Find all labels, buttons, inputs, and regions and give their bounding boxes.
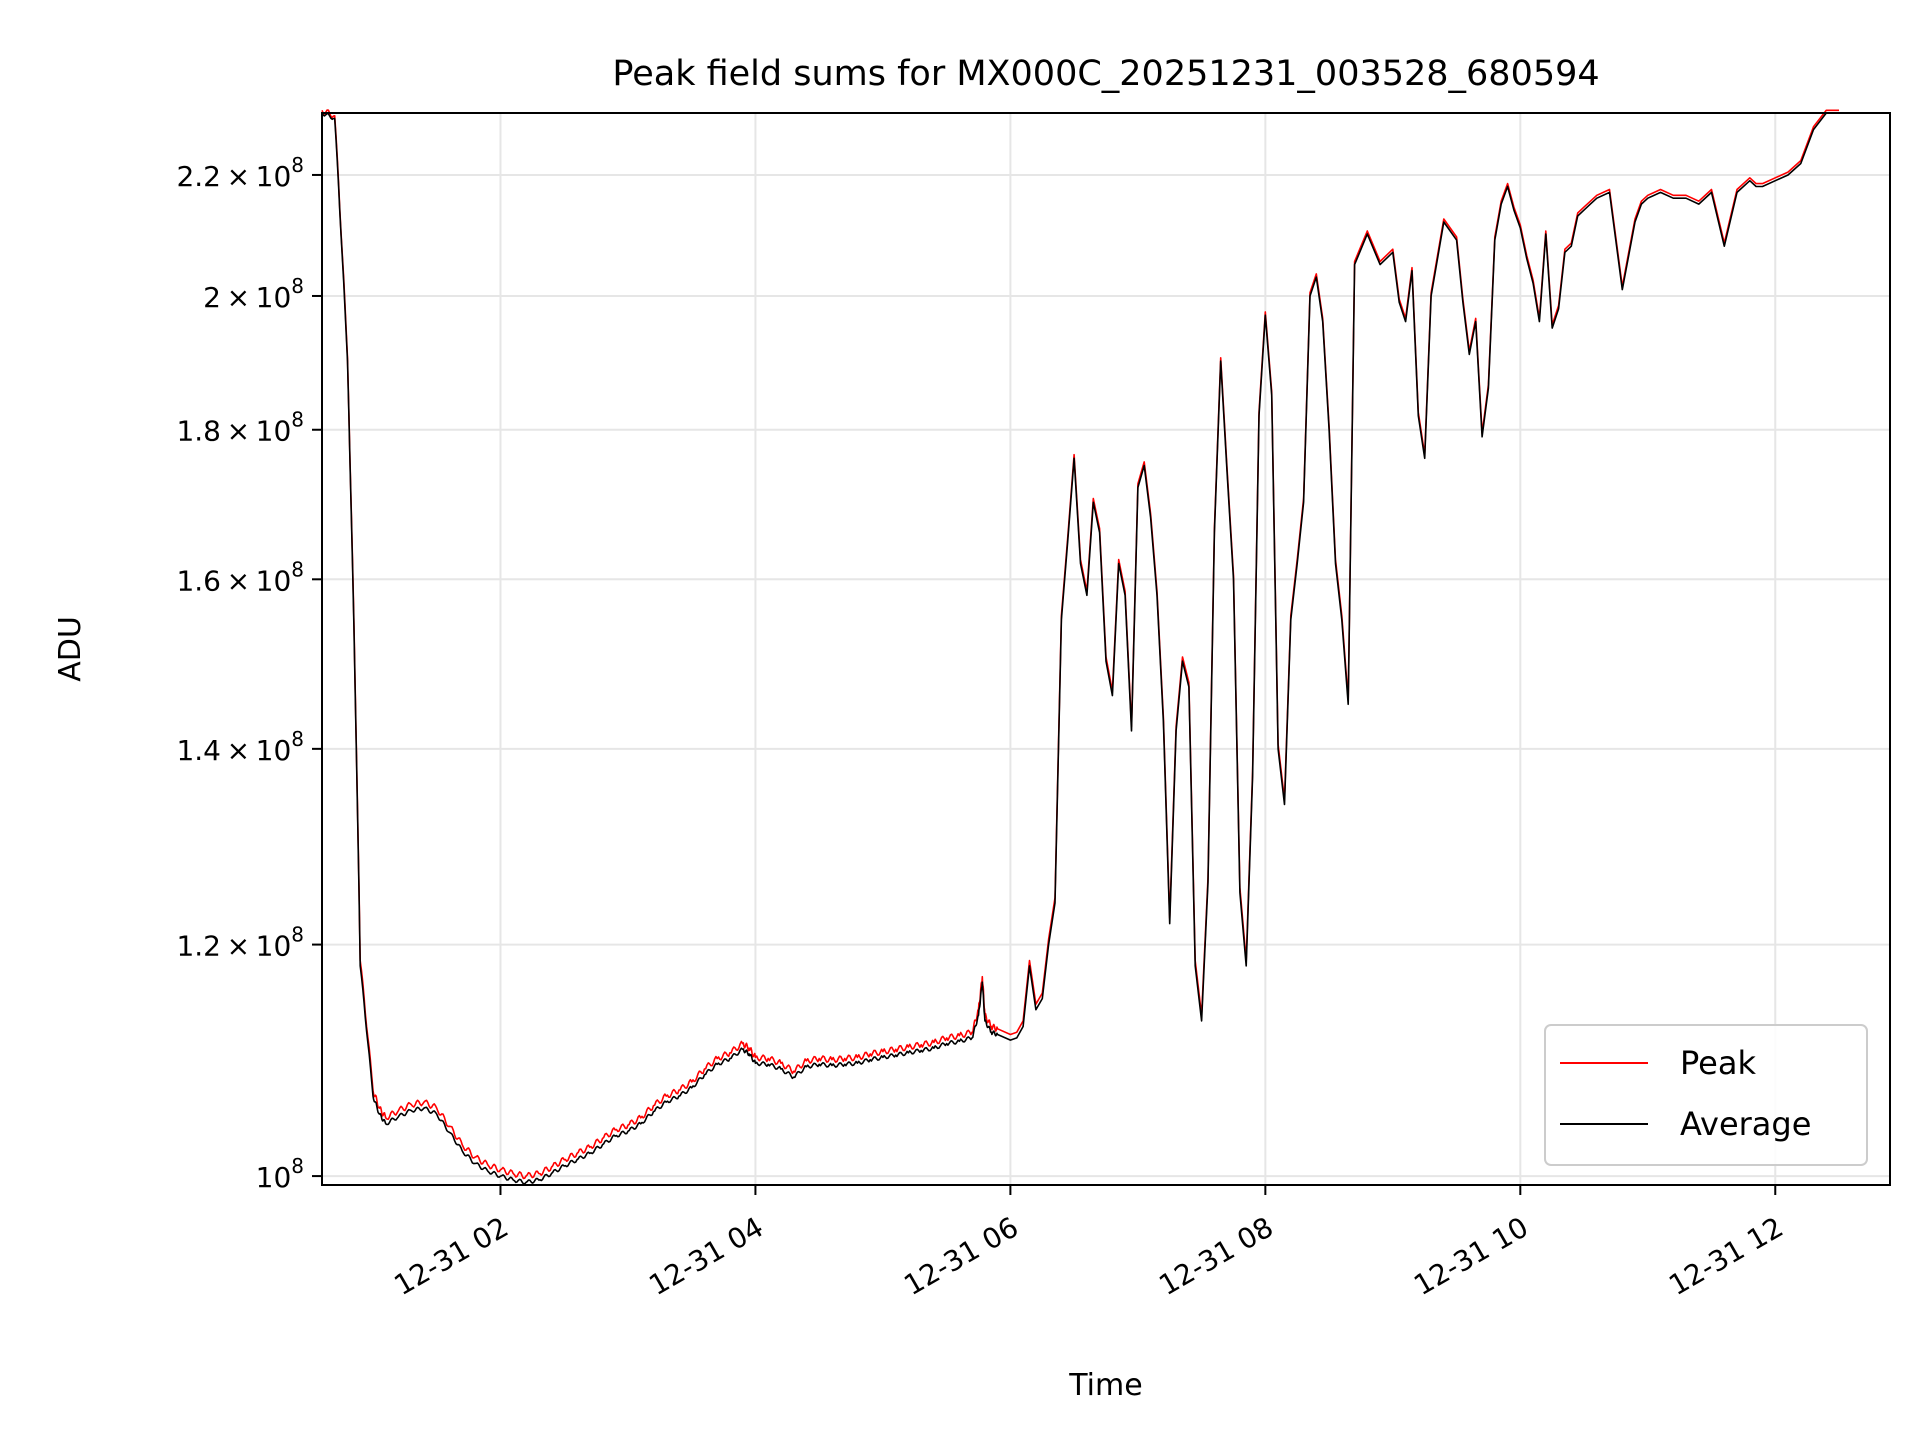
series-line-peak [321,109,1839,1180]
y-tick-label: 2.2 × 108 [176,153,304,193]
plot-frame [321,112,1891,1186]
legend-average-label: Average [1680,1105,1811,1143]
y-tick-label: 108 [256,1154,304,1194]
legend: Peak Average [1544,1024,1868,1166]
y-tick-label: 1.6 × 108 [176,557,304,597]
y-axis-title: ADU [53,616,88,682]
y-tick-label: 1.2 × 108 [176,923,304,963]
series-line-average [321,112,1839,1185]
legend-peak-label: Peak [1680,1044,1756,1082]
y-tick-label: 1.8 × 108 [176,408,304,448]
x-axis-title: Time [1068,1368,1142,1403]
legend-box [1544,1024,1868,1166]
y-tick-label: 2 × 108 [203,274,304,314]
y-tick-label: 1.4 × 108 [176,727,304,767]
grid [322,113,1890,1185]
y-axis-ticks: 108 1.2 × 108 1.4 × 108 1.6 × 108 1.8 × 108 2… [176,153,322,1194]
chart-title: Peak field sums for MX000C_20251231_0035… [612,54,1599,94]
series-lines [321,109,1839,1185]
